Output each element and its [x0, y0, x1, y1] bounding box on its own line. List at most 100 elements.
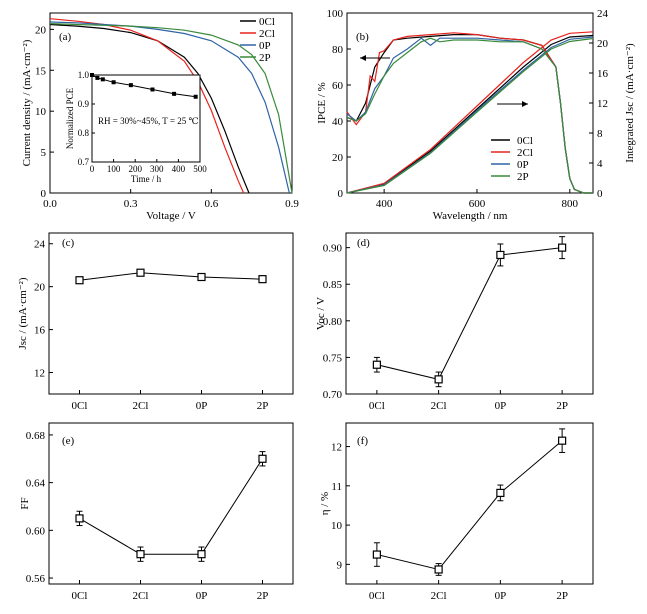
x-tick-label: 0.0 — [43, 198, 57, 210]
y-tick-label: 12 — [34, 368, 45, 380]
panel-letter: (e) — [62, 435, 75, 447]
series-line — [79, 458, 263, 555]
data-point — [558, 436, 567, 445]
panel-d: 0Cl 2Cl 0P 2P 0.70 0.75 0.80 0.85 0.90 Voc / V (d) — [315, 232, 594, 412]
inset-annotation: RH = 30%~45%, T = 25 ℃ — [98, 116, 199, 126]
y-axis-label: Jsc / (mA·cm⁻²) — [17, 277, 29, 349]
x-tick-label: 0P — [196, 400, 208, 412]
y-tick-label: 12 — [331, 442, 342, 454]
series-line-0Cl — [49, 23, 250, 194]
y-tick-label: 24 — [34, 239, 46, 251]
panel-f: 0Cl 2Cl 0P 2P 9 10 11 12 η / % (f) — [319, 422, 594, 602]
data-point — [558, 243, 567, 252]
y2-axis-label: Integrated Jsc / (mA·cm⁻²) — [624, 43, 636, 163]
inset-x-tick-label: 0 — [90, 164, 95, 174]
jsc-line-2Cl — [346, 31, 594, 194]
y-tick-label: 0 — [338, 188, 344, 200]
inset-point — [150, 87, 155, 92]
x-tick-label: 2Cl — [133, 590, 149, 602]
inset-x-tick-label: 500 — [193, 164, 207, 174]
panel-frame — [48, 232, 294, 395]
x-tick-label: 0Cl — [369, 400, 385, 412]
data-point — [75, 514, 84, 523]
y-tick-label: 10 — [331, 520, 343, 532]
legend-label: 0Cl — [517, 135, 533, 147]
legend-label: 0Cl — [259, 16, 275, 28]
panel-b: 400 600 800 0 20 40 60 80 100 0 4 8 12 16 20 24 Waveleng… — [316, 8, 636, 222]
inset-x-tick-label: 400 — [172, 164, 186, 174]
inset-frame — [91, 74, 201, 163]
series-line — [79, 272, 263, 281]
y-axis-label: Voc / V — [315, 297, 327, 330]
x-tick-label: 2Cl — [431, 590, 447, 602]
panel-letter: (c) — [62, 237, 75, 249]
y2-tick-label: 20 — [597, 38, 609, 50]
y-tick-label: 20 — [34, 282, 46, 294]
y-tick-label: 0.90 — [323, 243, 343, 255]
data-point — [434, 375, 443, 384]
x-tick-label: 0.3 — [124, 198, 138, 210]
data-point — [197, 550, 206, 559]
x-tick-label: 0Cl — [369, 590, 385, 602]
x-tick-label: 0Cl — [72, 590, 88, 602]
data-point — [434, 565, 443, 574]
data-point — [496, 250, 505, 260]
panel-frame — [345, 422, 594, 585]
x-tick-label: 2Cl — [431, 400, 447, 412]
legend-label: 2Cl — [259, 28, 275, 40]
x-tick-label: 0P — [196, 590, 208, 602]
x-tick-label: 2P — [556, 400, 568, 412]
data-point — [372, 550, 381, 559]
y-tick-label: 0.85 — [323, 279, 343, 291]
left-axis-arrowhead — [360, 55, 366, 61]
y-tick-label: 0.68 — [26, 430, 46, 442]
x-tick-label: 0P — [495, 590, 507, 602]
series-line — [376, 440, 563, 571]
panel-letter: (f) — [357, 435, 368, 447]
series-line — [376, 247, 563, 380]
inset-x-label: Time / h — [131, 174, 162, 184]
y-tick-label: 5 — [41, 147, 47, 159]
y-tick-label: 20 — [35, 24, 47, 36]
panel-letter: (b) — [356, 31, 369, 43]
y-tick-label: 0.80 — [323, 316, 343, 328]
y-tick-label: 9 — [337, 559, 343, 571]
x-tick-label: 0Cl — [72, 400, 88, 412]
x-tick-label: 2Cl — [133, 400, 149, 412]
x-tick-label: 0P — [495, 400, 507, 412]
inset-x-tick-label: 100 — [107, 164, 121, 174]
y-tick-label: 11 — [331, 481, 342, 493]
panel-e: 0Cl 2Cl 0P 2P 0.56 0.60 0.64 0.68 FF (e) — [19, 422, 294, 602]
inset-y-tick-label: 0.9 — [78, 99, 90, 109]
data-point — [258, 275, 267, 284]
x-tick-label: 600 — [469, 198, 486, 210]
y-axis-label: η / % — [319, 492, 331, 515]
panel-letter: (d) — [357, 237, 370, 249]
jsc-line-0Cl — [346, 34, 594, 194]
y-tick-label: 0.64 — [26, 478, 46, 490]
y-tick-label: 16 — [34, 325, 46, 337]
x-tick-label: 2P — [257, 400, 269, 412]
x-tick-label: 2P — [257, 590, 269, 602]
y-tick-label: 0 — [41, 188, 47, 200]
y-tick-label: 0.60 — [26, 525, 46, 537]
inset-x-tick-label: 300 — [150, 164, 164, 174]
y2-tick-label: 8 — [597, 128, 603, 140]
y2-tick-label: 4 — [597, 158, 603, 170]
ipce-line-2P — [346, 37, 593, 194]
y2-tick-label: 16 — [597, 68, 609, 80]
inset-point — [95, 75, 100, 80]
panel-a-frame — [49, 12, 293, 194]
x-tick-label: 0.9 — [285, 198, 299, 210]
y-tick-label: 20 — [332, 152, 344, 164]
series-line-2P — [49, 23, 293, 194]
y-tick-label: 15 — [35, 65, 47, 77]
legend-label: 2P — [517, 171, 529, 183]
y2-tick-label: 12 — [597, 98, 608, 110]
inset-y-tick-label: 1.0 — [78, 70, 90, 80]
panel-frame — [48, 422, 294, 585]
y-tick-label: 60 — [332, 80, 344, 92]
data-point — [372, 360, 381, 369]
y-tick-label: 80 — [332, 44, 344, 56]
